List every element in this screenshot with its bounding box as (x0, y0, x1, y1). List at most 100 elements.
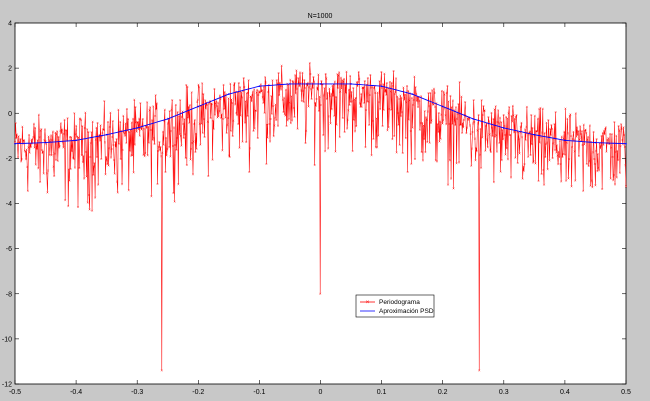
periodogram-point (132, 171, 135, 174)
periodogram-point (199, 143, 202, 146)
periodogram-point (599, 144, 602, 148)
periodogram-point (296, 127, 299, 130)
periodogram-point (55, 133, 58, 136)
periodogram-point (301, 71, 304, 74)
periodogram-point (283, 96, 286, 99)
periodogram-point (547, 119, 550, 122)
periodogram-point (151, 138, 154, 141)
periodogram-point (438, 140, 441, 143)
periodogram-point (309, 88, 313, 91)
periodogram-point (410, 162, 413, 165)
periodogram-point (348, 103, 351, 106)
periodogram-point (581, 143, 584, 146)
periodogram-point (411, 126, 414, 129)
periodogram-point (352, 86, 355, 90)
periodogram-point (620, 123, 623, 126)
periodogram-point (97, 183, 100, 186)
periodogram-point (178, 133, 181, 136)
periodogram-point (256, 137, 259, 140)
periodogram-point (345, 70, 348, 73)
periodogram-point (525, 125, 528, 128)
periodogram-point (428, 141, 431, 144)
periodogram-point (536, 117, 539, 120)
periodogram-point (579, 125, 582, 128)
periodogram-point (557, 150, 560, 153)
y-tick-label: 0 (8, 111, 12, 118)
periodogram-point (125, 141, 128, 144)
periodogram-point (263, 111, 266, 114)
periodogram-point (548, 159, 551, 162)
periodogram-point (278, 81, 281, 84)
periodogram-point (505, 147, 508, 150)
periodogram-point (213, 87, 216, 90)
periodogram-point (154, 94, 157, 97)
periodogram-point (390, 81, 393, 84)
periodogram-point (335, 123, 338, 126)
periodogram-point (207, 102, 210, 105)
y-tick-label: 4 (8, 21, 12, 28)
periodogram-point (497, 122, 500, 125)
periodogram-point (35, 142, 38, 146)
periodogram-point (235, 114, 239, 117)
periodogram-point (417, 106, 420, 109)
periodogram-point (390, 108, 393, 111)
periodogram-point (157, 149, 160, 152)
periodogram-point (609, 177, 612, 180)
psd-point (258, 85, 261, 87)
periodogram-point (314, 101, 317, 104)
periodogram-point (33, 146, 36, 149)
periodogram-point (396, 112, 399, 115)
periodogram-point (560, 135, 563, 138)
periodogram-point (363, 79, 366, 83)
periodogram-point (220, 116, 223, 119)
periodogram-point (514, 156, 517, 159)
periodogram-point (465, 132, 468, 135)
periodogram-point (289, 122, 292, 125)
periodogram-point (413, 75, 416, 78)
periodogram-point (513, 131, 516, 134)
psd-point (564, 139, 566, 142)
periodogram-point (37, 167, 40, 170)
periodogram-point (217, 115, 220, 118)
periodogram-point (313, 164, 316, 167)
periodogram-point (584, 128, 587, 131)
periodogram-point (562, 137, 565, 140)
periodogram-point (486, 146, 489, 149)
periodogram-point (237, 123, 240, 126)
periodogram-point (188, 121, 191, 124)
periodogram-point (75, 124, 78, 127)
periodogram-point (281, 98, 284, 101)
periodogram-point (592, 130, 595, 133)
periodogram-point (563, 130, 566, 133)
periodogram-point (63, 118, 66, 121)
periodogram-point (561, 156, 564, 159)
periodogram-point (123, 132, 126, 135)
periodogram-point (298, 85, 301, 88)
periodogram-point (316, 88, 319, 91)
periodogram-point (184, 156, 187, 159)
periodogram-point (31, 138, 34, 141)
periodogram-point (596, 153, 599, 156)
periodogram-point (574, 112, 577, 115)
periodogram-point (394, 90, 397, 93)
periodogram-point (569, 135, 572, 138)
periodogram-point (99, 124, 102, 127)
periodogram-point (265, 162, 268, 165)
periodogram-point (423, 110, 426, 113)
periodogram-point (542, 168, 545, 171)
periodogram-point (492, 117, 495, 120)
periodogram-point (73, 112, 76, 115)
periodogram-point (279, 85, 282, 88)
periodogram-point (203, 135, 206, 139)
x-tick-label: -0.3 (131, 389, 143, 396)
periodogram-point (568, 115, 571, 118)
periodogram-point (336, 87, 339, 90)
periodogram-point (133, 143, 136, 146)
periodogram-point (550, 127, 554, 130)
periodogram-point (265, 123, 269, 126)
periodogram-point (428, 105, 431, 108)
x-tick-label: 0.5 (621, 389, 631, 396)
periodogram-point (210, 103, 213, 106)
periodogram-point (43, 128, 47, 131)
periodogram-point (276, 124, 280, 127)
